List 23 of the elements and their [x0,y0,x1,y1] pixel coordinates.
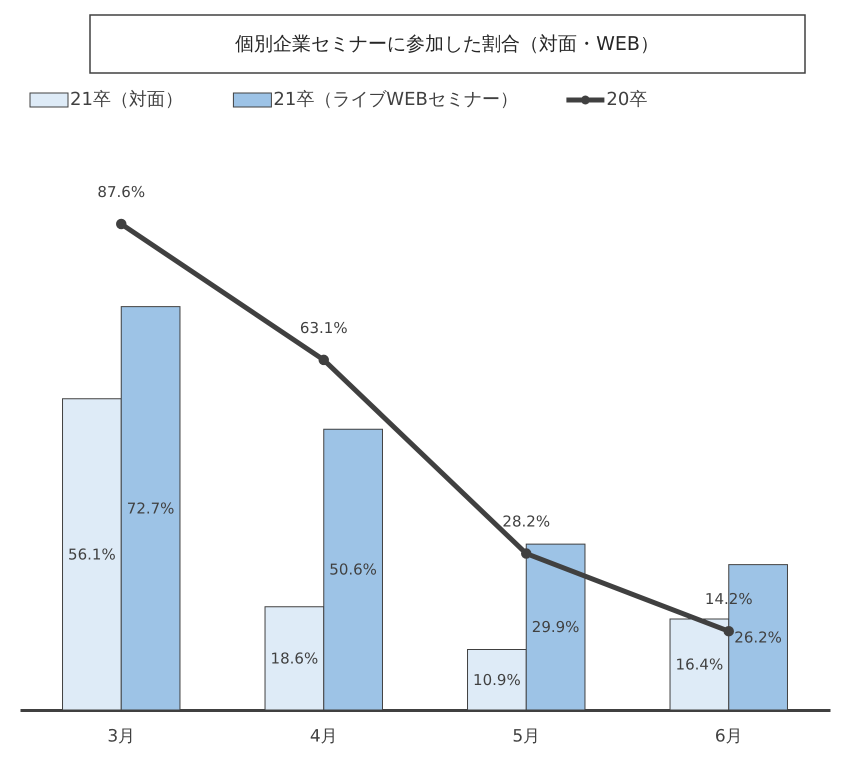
data-label: 50.6% [329,560,377,579]
x-tick-label: 4月 [310,726,338,746]
legend-label: 21卒（対面） [70,89,183,110]
legend-label: 21卒（ライブWEBセミナー） [273,89,518,110]
data-label: 29.9% [532,618,580,636]
data-label: 87.6% [97,183,146,201]
data-label: 28.2% [502,512,550,531]
data-label: 56.1% [68,545,116,564]
data-label: 63.1% [300,318,348,337]
legend-label: 20卒 [606,89,648,110]
data-label: 16.4% [676,656,724,674]
x-tick-label: 5月 [512,726,540,746]
x-tick-label: 3月 [107,726,136,746]
point [521,548,532,559]
data-label: 18.6% [270,649,318,668]
chart-title: 個別企業セミナーに参加した割合（対面・WEB） [235,33,659,55]
data-label: 10.9% [473,670,521,689]
point [318,354,329,366]
point [724,626,734,636]
x-tick-label: 6月 [714,726,743,746]
data-label: 26.2% [734,628,782,646]
point [116,218,126,230]
data-label: 72.7% [126,499,174,518]
